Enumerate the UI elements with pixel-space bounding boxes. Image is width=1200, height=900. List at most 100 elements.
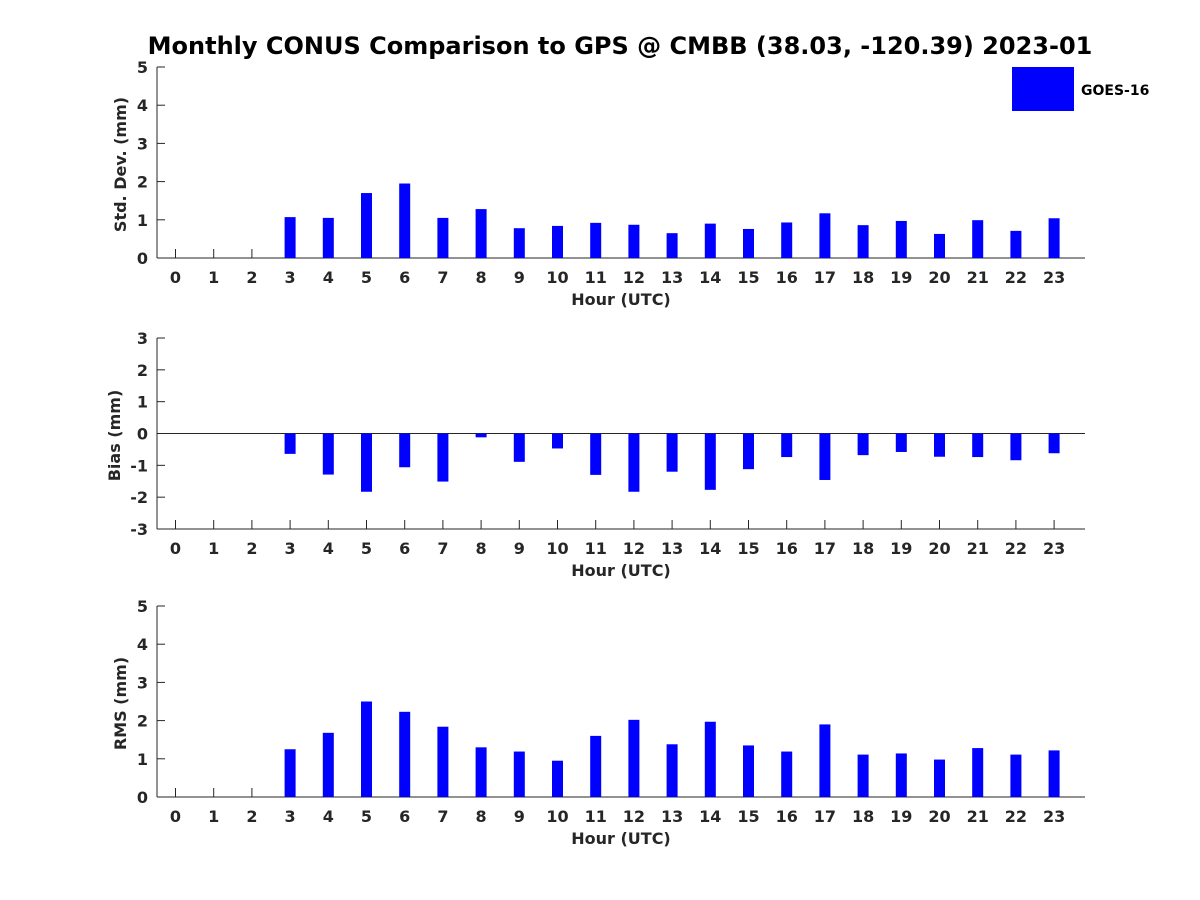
x-tick-label: 11	[585, 539, 607, 558]
bar-hour-15	[743, 433, 754, 470]
bar-hour-3	[284, 749, 296, 797]
x-tick-label: 13	[661, 268, 683, 287]
x-tick-label: 15	[737, 539, 759, 558]
x-tick-label: 9	[514, 268, 525, 287]
x-tick-label: 17	[814, 268, 836, 287]
bar-hour-7	[437, 433, 449, 482]
x-axis-label: Hour (UTC)	[571, 290, 671, 309]
bar-hour-22	[1010, 230, 1022, 258]
x-tick-label: 14	[699, 807, 721, 826]
x-tick-label: 3	[285, 807, 296, 826]
x-tick-label: 0	[170, 268, 181, 287]
bar-hour-8	[475, 747, 487, 797]
x-tick-label: 16	[776, 268, 798, 287]
x-tick-label: 23	[1043, 268, 1065, 287]
x-axis-label: Hour (UTC)	[571, 829, 671, 848]
x-tick-label: 0	[170, 807, 181, 826]
bar-hour-10	[552, 225, 563, 258]
x-tick-label: 14	[699, 539, 721, 558]
legend-label: GOES-16	[1081, 83, 1149, 99]
x-tick-label: 13	[661, 539, 683, 558]
bar-hour-19	[895, 433, 907, 452]
bar-hour-5	[361, 701, 372, 797]
bar-hour-12	[628, 224, 640, 258]
x-tick-label: 7	[437, 539, 448, 558]
x-tick-label: 10	[546, 539, 568, 558]
bar-hour-23	[1048, 218, 1060, 258]
bar-hour-21	[972, 433, 984, 458]
x-tick-label: 2	[246, 807, 257, 826]
bar-hour-8	[475, 209, 487, 258]
x-axis-label: Hour (UTC)	[571, 561, 671, 580]
x-tick-label: 3	[285, 268, 296, 287]
y-tick-label: 4	[137, 96, 148, 115]
x-tick-label: 17	[814, 807, 836, 826]
bar-hour-4	[322, 433, 334, 475]
x-tick-label: 1	[208, 268, 219, 287]
bar-hour-15	[743, 745, 754, 797]
x-tick-label: 11	[585, 807, 607, 826]
y-tick-label: 1	[137, 211, 148, 230]
x-tick-label: 14	[699, 268, 721, 287]
x-tick-label: 16	[776, 539, 798, 558]
y-tick-label: 5	[137, 58, 148, 77]
x-tick-label: 12	[623, 539, 645, 558]
x-tick-label: 18	[852, 807, 874, 826]
x-tick-label: 4	[323, 807, 334, 826]
bar-hour-14	[704, 433, 716, 490]
bar-hour-23	[1048, 750, 1060, 797]
bar-hour-11	[590, 433, 602, 475]
x-tick-label: 20	[928, 539, 950, 558]
bar-hour-6	[399, 711, 411, 797]
x-tick-label: 6	[399, 539, 410, 558]
y-tick-label: 0	[137, 788, 148, 807]
bar-hour-18	[857, 225, 869, 258]
y-tick-label: 1	[137, 750, 148, 769]
bar-hour-17	[819, 724, 831, 797]
chart-title: Monthly CONUS Comparison to GPS @ CMBB (…	[148, 32, 1093, 60]
x-tick-label: 16	[776, 807, 798, 826]
bar-hour-5	[361, 433, 372, 492]
bar-hour-11	[590, 222, 602, 258]
bar-hour-12	[628, 719, 640, 797]
bar-hour-14	[704, 721, 716, 797]
bar-hour-22	[1010, 754, 1022, 797]
bar-hour-12	[628, 433, 640, 492]
x-tick-label: 19	[890, 539, 912, 558]
x-tick-label: 5	[361, 268, 372, 287]
x-tick-label: 7	[437, 268, 448, 287]
x-tick-label: 10	[546, 807, 568, 826]
bar-hour-8	[475, 433, 487, 438]
x-tick-label: 2	[246, 268, 257, 287]
y-tick-label: 3	[137, 673, 148, 692]
y-tick-label: -3	[130, 520, 148, 539]
bar-hour-9	[513, 433, 525, 462]
legend: GOES-16	[1012, 67, 1149, 111]
y-tick-label: -1	[130, 456, 148, 475]
x-tick-label: 2	[246, 539, 257, 558]
x-tick-label: 8	[476, 807, 487, 826]
x-tick-label: 15	[737, 807, 759, 826]
bar-hour-13	[666, 233, 678, 258]
x-tick-label: 4	[323, 539, 334, 558]
y-tick-label: 2	[137, 173, 148, 192]
x-tick-label: 5	[361, 539, 372, 558]
y-tick-label: 0	[137, 249, 148, 268]
bar-hour-16	[781, 222, 793, 258]
y-axis-label: Bias (mm)	[105, 390, 124, 482]
bar-hour-20	[934, 433, 945, 457]
y-tick-label: 3	[137, 329, 148, 348]
y-tick-label: 1	[137, 393, 148, 412]
bar-hour-13	[666, 433, 678, 472]
bar-hour-15	[743, 228, 754, 258]
bar-hour-5	[361, 193, 372, 258]
x-tick-label: 10	[546, 268, 568, 287]
y-tick-label: -2	[130, 488, 148, 507]
x-tick-label: 19	[890, 807, 912, 826]
bar-hour-21	[972, 220, 984, 258]
x-tick-label: 6	[399, 268, 410, 287]
x-tick-label: 21	[967, 268, 989, 287]
